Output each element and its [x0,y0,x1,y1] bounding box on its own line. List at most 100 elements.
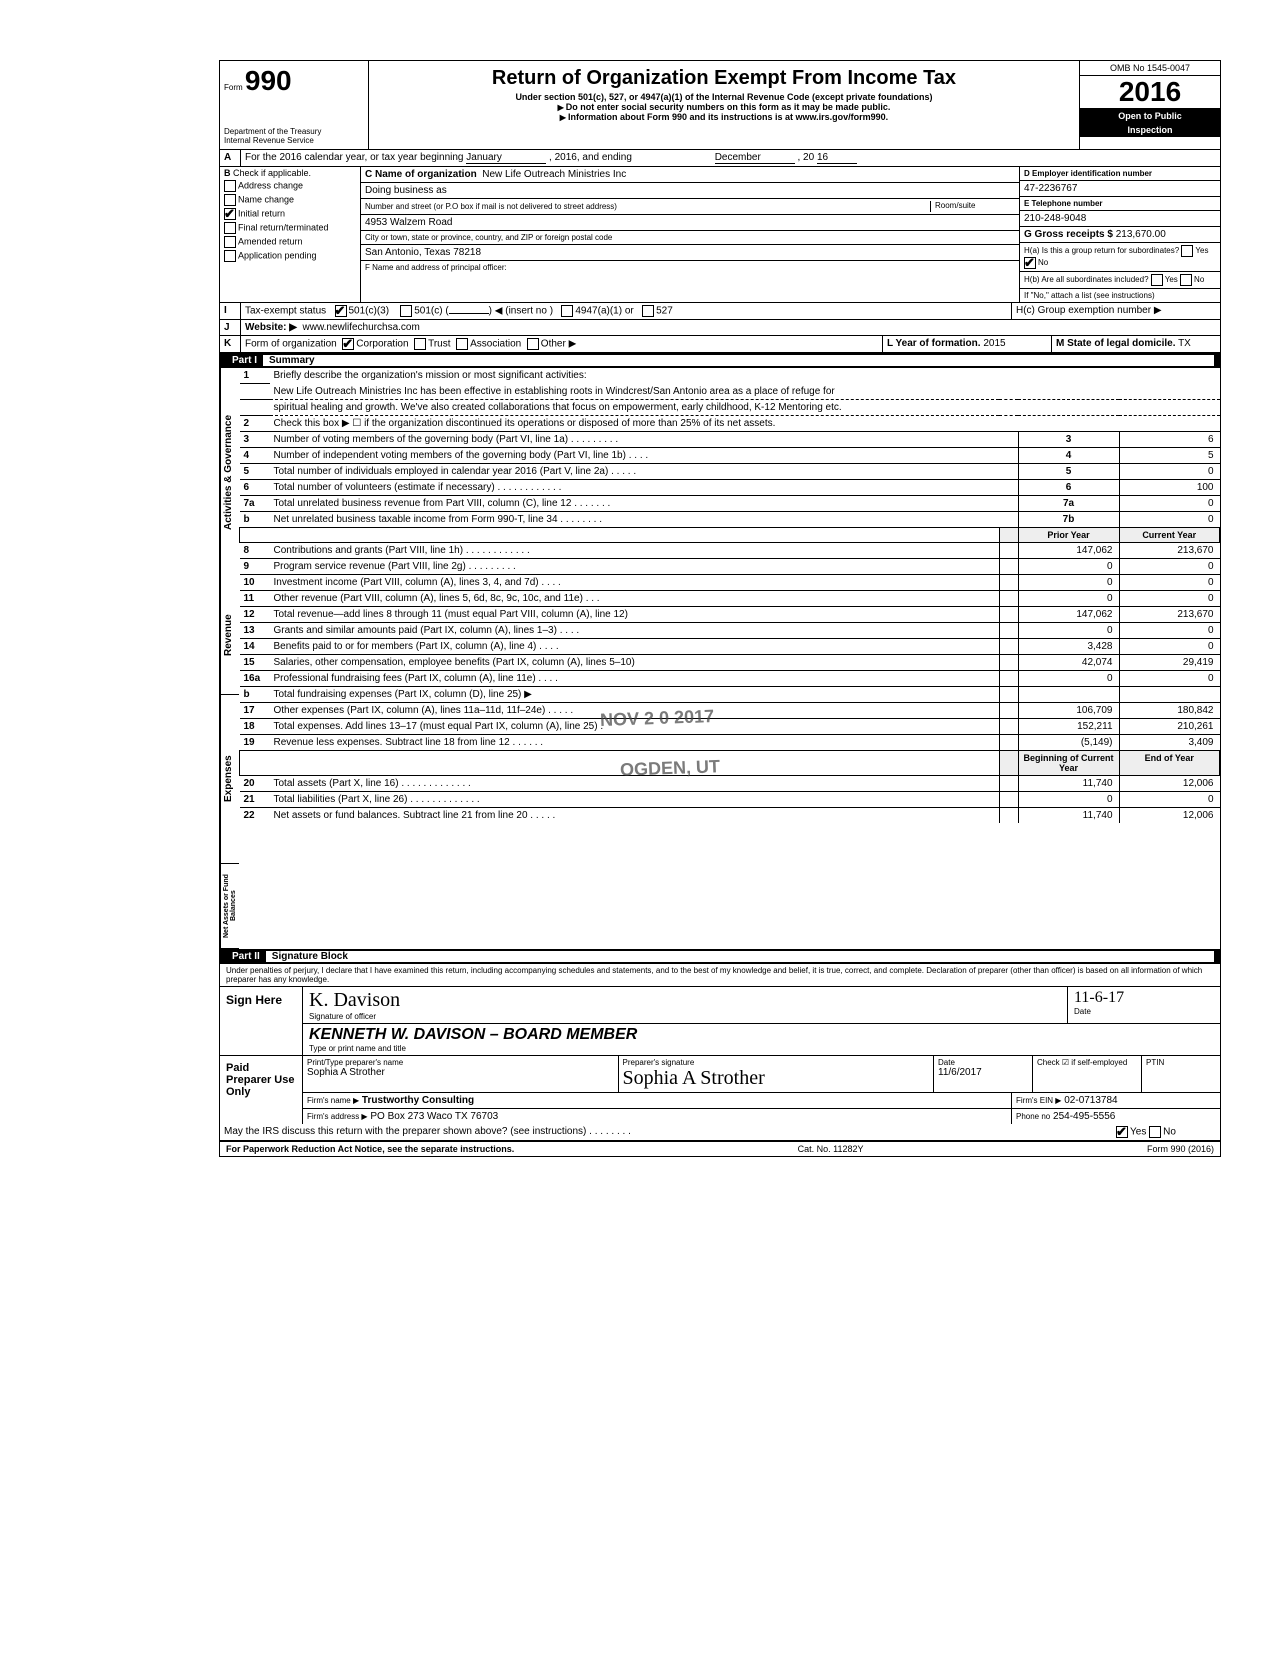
year-big: 16 [1150,76,1181,107]
header-left: Form 990 Department of the Treasury Inte… [220,61,369,149]
header-mid: Return of Organization Exempt From Incom… [369,61,1080,149]
chk-501c[interactable] [400,305,412,317]
part-i-label: Part I [226,355,263,366]
dept-treasury: Department of the Treasury [224,127,364,136]
col-end: End of Year [1119,750,1220,775]
chk-final-return[interactable] [224,222,236,234]
chk-discuss-yes[interactable] [1116,1126,1128,1138]
chk-amended-return[interactable] [224,236,236,248]
ha-no: No [1038,258,1048,267]
year-formation: 2015 [983,338,1005,349]
firm-addr-label: Firm's address ▶ [307,1112,368,1121]
firm-ein: 02-0713784 [1064,1095,1117,1106]
summary-row: 9Program service revenue (Part VIII, lin… [240,558,1220,574]
chk-name-change[interactable] [224,194,236,206]
line-a-mid: , 2016, and ending [549,152,632,163]
firm-name: Trustworthy Consulting [362,1095,474,1106]
officer-sig-date: 11-6-17 [1074,989,1214,1007]
chk-trust[interactable] [414,338,426,350]
g-label: G Gross receipts $ [1024,229,1113,240]
city-label: City or town, state or province, country… [365,233,612,242]
chk-4947[interactable] [561,305,573,317]
opt-527: 527 [656,306,673,317]
summary-section: Activities & Governance Revenue Expenses… [220,368,1220,949]
summary-row: 22Net assets or fund balances. Subtract … [240,807,1220,823]
side-revenue: Revenue [220,576,239,695]
hb-yes: Yes [1165,275,1178,284]
chk-corporation[interactable] [342,338,354,350]
chk-ha-no[interactable] [1024,257,1036,269]
line-i-label: I [220,303,241,319]
opt-initial-return: Initial return [238,208,285,218]
d-label: D Employer identification number [1024,169,1152,178]
form-subtitle: Under section 501(c), 527, or 4947(a)(1)… [375,92,1073,102]
summary-row: bNet unrelated business taxable income f… [240,511,1220,527]
chk-application-pending[interactable] [224,250,236,262]
e-label: E Telephone number [1024,199,1103,208]
opt-amended-return: Amended return [238,236,303,246]
chk-ha-yes[interactable] [1181,245,1193,257]
form-prefix: Form [224,83,243,92]
preparer-date: 11/6/2017 [938,1067,1028,1078]
ein: 47-2236767 [1024,183,1077,194]
chk-hb-no[interactable] [1180,274,1192,286]
type-print-label: Type or print name and title [309,1044,1214,1053]
firm-phone-label: Phone no [1016,1112,1050,1121]
hb-label: H(b) Are all subordinates included? [1024,275,1149,284]
form-header: Form 990 Department of the Treasury Inte… [220,61,1220,150]
summary-row: 12Total revenue—add lines 8 through 11 (… [240,606,1220,622]
form-note-ssn: Do not enter social security numbers on … [375,102,1073,112]
form-990: Form 990 Department of the Treasury Inte… [219,60,1221,1157]
tax-year-end: 16 [817,152,857,164]
street-address: 4953 Walzem Road [365,217,452,228]
part-i-title: Summary [263,355,1214,366]
tax-year-end-month: December [715,152,795,164]
discuss-yes: Yes [1130,1127,1146,1138]
chk-association[interactable] [456,338,468,350]
chk-address-change[interactable] [224,180,236,192]
received-stamp-loc: OGDEN, UT [620,756,721,780]
opt-4947: 4947(a)(1) or [575,306,633,317]
omb-number: OMB No 1545-0047 [1080,61,1220,76]
section-d-g-block: D Employer identification number 47-2236… [1019,167,1220,302]
ptin-label: PTIN [1142,1056,1220,1092]
side-activities: Activities & Governance [220,368,239,576]
section-c-block: C Name of organization New Life Outreach… [361,167,1019,302]
chk-initial-return[interactable] [224,208,236,220]
summary-table: 1Briefly describe the organization's mis… [239,368,1220,823]
prep-sig-label: Preparer's signature [623,1058,930,1067]
line-k-label: K [220,336,241,352]
summary-row: 10Investment income (Part VIII, column (… [240,574,1220,590]
website-label: Website: ▶ [245,322,297,333]
preparer-name: Sophia A Strother [307,1067,614,1078]
tax-year-begin: January [466,152,546,164]
summary-row: 19Revenue less expenses. Subtract line 1… [240,734,1220,750]
chk-hb-yes[interactable] [1151,274,1163,286]
part-ii-title: Signature Block [266,951,1214,962]
state-domicile: TX [1178,338,1191,349]
paid-preparer-row: Paid Preparer Use Only Print/Type prepar… [220,1055,1220,1124]
col-prior: Prior Year [1018,527,1119,542]
summary-row: 3Number of voting members of the governi… [240,431,1220,447]
c-label: C Name of organization [365,169,477,180]
l2-text: Check this box ▶ ☐ if the organization d… [274,418,776,429]
received-stamp-date: NOV 2 0 2017 [600,706,715,731]
chk-discuss-no[interactable] [1149,1126,1161,1138]
ha-yes: Yes [1195,246,1208,255]
form-title: Return of Organization Exempt From Incom… [375,67,1073,90]
summary-row: 8Contributions and grants (Part VIII, li… [240,542,1220,558]
street-label: Number and street (or P.O box if mail is… [365,202,617,211]
summary-row: 20Total assets (Part X, line 16) . . . .… [240,775,1220,791]
header-right: OMB No 1545-0047 2016 Open to Public Ins… [1080,61,1220,149]
summary-row: 5Total number of individuals employed in… [240,463,1220,479]
check-if-applicable: Check if applicable. [233,168,311,178]
preparer-signature: Sophia A Strother [623,1067,930,1090]
chk-501c3[interactable] [335,305,347,317]
firm-ein-label: Firm's EIN ▶ [1016,1096,1061,1105]
chk-527[interactable] [642,305,654,317]
check-self-employed: Check ☑ if self-employed [1033,1056,1142,1092]
line-k: K Form of organization Corporation Trust… [220,336,1220,353]
l-label: L Year of formation. [887,338,981,349]
chk-other[interactable] [527,338,539,350]
summary-row: 13Grants and similar amounts paid (Part … [240,622,1220,638]
